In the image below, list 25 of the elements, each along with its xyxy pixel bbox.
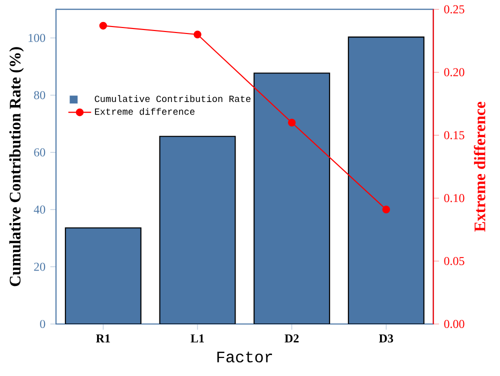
y2-tick-label: 0.05 <box>444 256 464 266</box>
x-axis-title: Factor <box>217 352 272 362</box>
y-tick-label: 0 <box>40 320 46 328</box>
x-tick-label: R1 <box>96 334 110 342</box>
point <box>99 22 108 30</box>
y-tick-label: 20 <box>34 262 46 271</box>
x-tick-label: D2 <box>284 334 299 342</box>
y2-tick-label: 0.15 <box>444 131 464 140</box>
y2-axis-title: Extreme difference <box>474 102 486 232</box>
y-tick-label: 40 <box>34 206 46 214</box>
y2-tick-label: 0.00 <box>444 320 464 328</box>
y-tick-label: 60 <box>34 148 46 156</box>
y2-tick-label: 0.25 <box>444 5 464 14</box>
y-tick-label: 100 <box>28 34 46 42</box>
point <box>194 30 202 38</box>
legend-label: Extreme difference <box>95 108 194 115</box>
y-tick-label: 80 <box>34 91 46 100</box>
y-axis-title: Cumulative Contribution Rate (%) <box>9 47 24 286</box>
legend-label: Cumulative Contribution Rate <box>94 95 250 102</box>
x-tick-label: D3 <box>379 334 394 342</box>
point <box>288 118 296 126</box>
point <box>382 206 390 214</box>
y2-tick-label: 0.20 <box>444 68 464 76</box>
x-tick-label: L1 <box>190 334 204 342</box>
y2-tick-label: 0.10 <box>444 194 464 202</box>
